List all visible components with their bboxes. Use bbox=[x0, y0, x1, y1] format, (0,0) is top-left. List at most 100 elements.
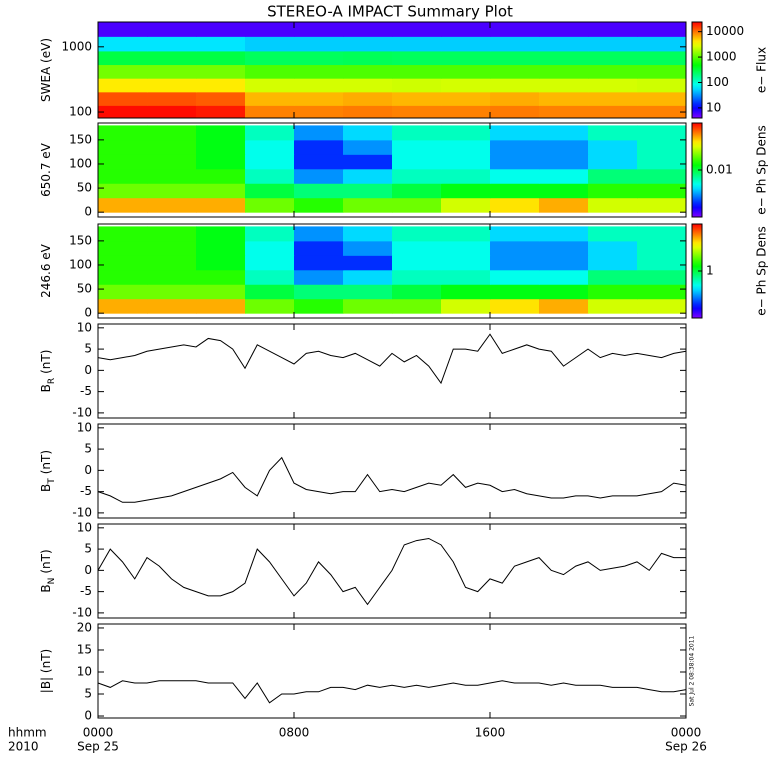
heatmap-cell bbox=[588, 284, 638, 300]
heatmap-cell bbox=[147, 298, 197, 314]
y-tick-label: 10 bbox=[77, 664, 92, 678]
heatmap-cell bbox=[539, 22, 589, 37]
heatmap-cell bbox=[98, 197, 148, 213]
heatmap-cell bbox=[294, 255, 344, 271]
y-axis-label-part: R bbox=[47, 378, 57, 384]
heatmap-cell bbox=[147, 240, 197, 256]
y-tick-label: 5 bbox=[84, 542, 92, 556]
heatmap-cell bbox=[98, 139, 148, 155]
heatmap-cell bbox=[147, 168, 197, 184]
heatmap-cell bbox=[343, 78, 393, 93]
heatmap-cells bbox=[98, 125, 686, 213]
heatmap-cell bbox=[539, 240, 589, 256]
y-axis-label: BN (nT) bbox=[39, 549, 57, 592]
x-axis-label: hhmm bbox=[8, 726, 47, 740]
heatmap-cell bbox=[98, 22, 148, 37]
colorbar-label: e− Flux bbox=[755, 47, 769, 93]
colorbar-label: e− Ph Sp Dens bbox=[755, 125, 769, 214]
y-tick-label: 1000 bbox=[61, 39, 92, 53]
heatmap-cell bbox=[294, 226, 344, 242]
heatmap-cell bbox=[294, 125, 344, 141]
heatmap-cell bbox=[294, 154, 344, 170]
x-tick-label: 0000 bbox=[83, 726, 114, 740]
heatmap-cell bbox=[441, 154, 491, 170]
heatmap-cell bbox=[588, 298, 638, 314]
heatmap-cell bbox=[294, 105, 344, 118]
heatmap-cell bbox=[588, 64, 638, 79]
heatmap-cell bbox=[98, 226, 148, 242]
heatmap-cell bbox=[490, 36, 540, 52]
heatmap-cell bbox=[441, 226, 491, 242]
colorbar-label: e− Ph Sp Dens bbox=[755, 226, 769, 315]
plot-title: STEREO-A IMPACT Summary Plot bbox=[267, 3, 513, 21]
y-tick-label: 100 bbox=[69, 105, 92, 119]
data-line bbox=[97, 537, 686, 606]
heatmap-cell bbox=[245, 197, 295, 213]
y-tick-label: 10 bbox=[77, 520, 92, 534]
heatmap-cell bbox=[392, 50, 442, 66]
heatmap-cell bbox=[147, 22, 197, 37]
heatmap-cell bbox=[392, 298, 442, 314]
heatmap-cell bbox=[441, 255, 491, 271]
heatmap-cell bbox=[539, 183, 589, 199]
heatmap-cell bbox=[637, 125, 686, 141]
heatmap-cell bbox=[490, 168, 540, 184]
heatmap-cell bbox=[147, 139, 197, 155]
heatmap-cell bbox=[98, 36, 148, 52]
heatmap-cell bbox=[490, 91, 540, 106]
heatmap-cell bbox=[147, 255, 197, 271]
heatmap-cell bbox=[245, 78, 295, 93]
heatmap-cell bbox=[98, 240, 148, 256]
colorbar-tick-label: 0.01 bbox=[706, 163, 733, 177]
heatmap-cell bbox=[490, 64, 540, 79]
heatmap-cell bbox=[343, 139, 393, 155]
y-axis-label: BR (nT) bbox=[39, 350, 57, 393]
heatmap-cell bbox=[98, 78, 148, 93]
heatmap-cell bbox=[637, 36, 686, 52]
heatmap-cell bbox=[196, 154, 246, 170]
heatmap-cell bbox=[441, 183, 491, 199]
y-tick-label: 100 bbox=[69, 156, 92, 170]
x-tick-label: 1600 bbox=[475, 726, 506, 740]
heatmap-cell bbox=[147, 105, 197, 118]
heatmap-cell bbox=[441, 64, 491, 79]
heatmap-cell bbox=[343, 154, 393, 170]
heatmap-cell bbox=[539, 50, 589, 66]
y-axis-label: SWEA (eV) bbox=[39, 38, 53, 102]
heatmap-cell bbox=[343, 255, 393, 271]
heatmap-cell bbox=[245, 226, 295, 242]
heatmap-cell bbox=[294, 284, 344, 300]
heatmap-cell bbox=[490, 183, 540, 199]
data-line bbox=[97, 456, 687, 503]
heatmap-cell bbox=[392, 22, 442, 37]
timestamp: Sat Jul 2 08:38:04 2011 bbox=[689, 635, 696, 706]
heatmap-cell bbox=[637, 226, 686, 242]
heatmap-cell bbox=[343, 240, 393, 256]
y-tick-label: 5 bbox=[84, 687, 92, 701]
y-tick-label: -5 bbox=[80, 384, 92, 398]
panel-frame bbox=[97, 122, 687, 218]
heatmap-cell bbox=[392, 168, 442, 184]
heatmap-cell bbox=[539, 64, 589, 79]
heatmap-cell bbox=[588, 168, 638, 184]
heatmap-cell bbox=[539, 36, 589, 52]
heatmap-cell bbox=[147, 125, 197, 141]
heatmap-cell bbox=[343, 183, 393, 199]
y-axis-label-part: (nT) bbox=[39, 549, 53, 573]
y-tick-label: 10 bbox=[77, 420, 92, 434]
heatmap-cell bbox=[98, 125, 148, 141]
heatmap-cell bbox=[539, 255, 589, 271]
heatmap-cell bbox=[588, 22, 638, 37]
heatmap-cell bbox=[196, 105, 246, 118]
heatmap-cell bbox=[343, 284, 393, 300]
heatmap-cell bbox=[98, 105, 148, 118]
heatmap-cell bbox=[196, 36, 246, 52]
heatmap-cell bbox=[196, 298, 246, 314]
heatmap-cell bbox=[294, 269, 344, 285]
heatmap-cell bbox=[637, 240, 686, 256]
panel-frame bbox=[97, 623, 687, 719]
heatmap-cell bbox=[196, 240, 246, 256]
heatmap-cell bbox=[392, 255, 442, 271]
y-axis-label-part: B bbox=[39, 484, 53, 492]
